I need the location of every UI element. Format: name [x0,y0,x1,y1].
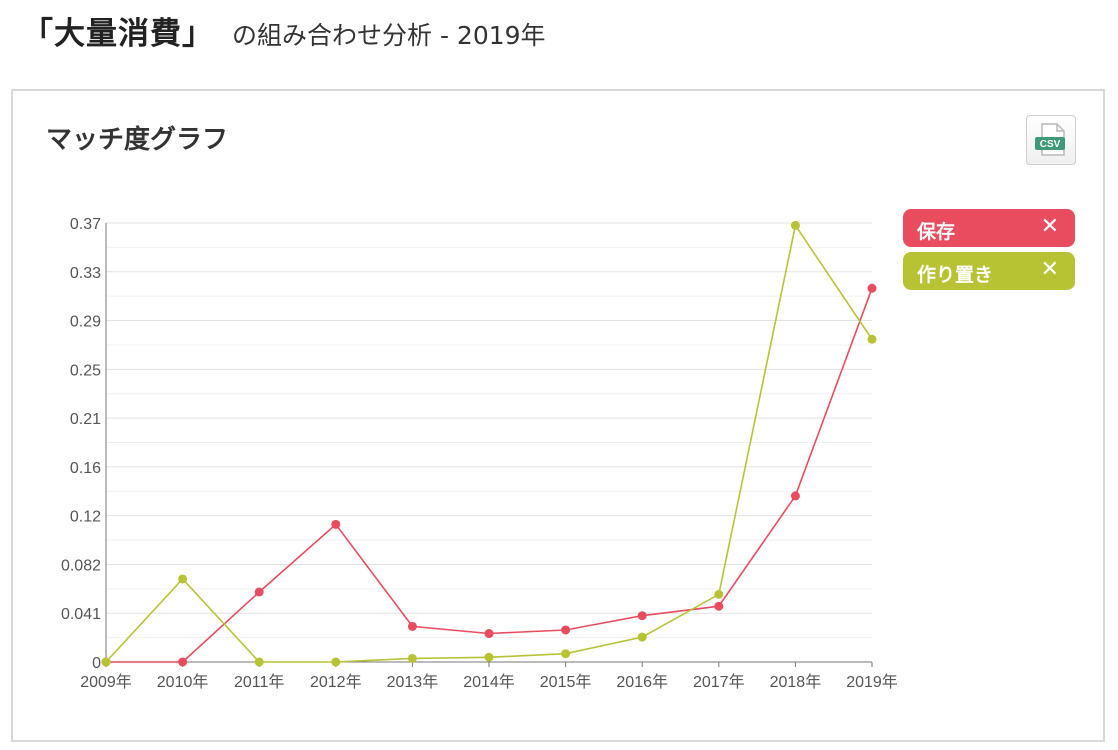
data-point-0 [561,625,571,635]
close-icon[interactable]: ✕ [1040,257,1059,282]
data-point-0 [790,491,800,501]
legend-label: 作り置き [917,264,994,286]
legend-label: 保存 [917,221,956,243]
y-tick-label: 0.041 [61,606,101,623]
x-tick-label: 2009年 [80,673,132,691]
data-point-0 [867,283,877,293]
y-tick-label: 0.16 [70,460,101,477]
x-tick-label: 2019年 [846,673,898,691]
data-point-1 [178,574,188,584]
legend-item-tsukurioki[interactable]: 作り置き ✕ [903,252,1075,290]
data-point-1 [254,657,264,667]
page-header: 「大量消費」 の組み合わせ分析 - 2019年 [22,8,546,53]
panel-title: マッチ度グラフ [46,125,229,155]
x-tick-label: 2011年 [234,673,284,691]
page-subtitle: の組み合わせ分析 - 2019年 [232,21,546,50]
y-tick-label: 0.21 [70,411,101,428]
data-point-1 [484,652,494,662]
data-point-0 [714,601,724,611]
data-point-1 [867,334,877,344]
data-point-0 [178,657,188,667]
data-point-1 [714,589,724,599]
y-tick-label: 0.33 [70,265,101,282]
legend: 保存 ✕ 作り置き ✕ [903,209,1075,295]
x-tick-label: 2013年 [387,673,439,691]
data-point-0 [407,621,417,631]
data-point-0 [254,587,264,597]
y-tick-label: 0 [92,655,101,672]
series-line-0 [106,288,873,663]
csv-label: CSV [1040,139,1061,150]
csv-file-icon: CSV [1035,123,1065,156]
data-point-1 [561,649,571,659]
data-point-1 [331,657,341,667]
y-tick-label: 0.12 [70,509,101,526]
y-tick-label: 0.082 [61,557,101,574]
y-tick-label: 0.29 [70,314,101,331]
legend-item-hozon[interactable]: 保存 ✕ [903,209,1075,247]
data-point-0 [331,519,341,529]
data-point-1 [790,220,800,230]
data-point-1 [637,632,647,642]
data-point-0 [484,629,494,639]
x-tick-label: 2017年 [693,673,745,691]
x-tick-label: 2016年 [616,673,668,691]
x-tick-label: 2018年 [770,673,822,691]
csv-download-button[interactable]: CSV [1026,115,1076,165]
x-tick-label: 2015年 [540,673,592,691]
data-point-0 [637,611,647,621]
y-tick-label: 0.37 [70,216,101,233]
data-point-1 [101,657,111,667]
series-line-1 [105,223,873,663]
y-tick-label: 0.25 [70,362,101,379]
keyword-title: 「大量消費」 [22,16,214,52]
match-graph-panel: マッチ度グラフ CSV 保存 ✕ 作り置き ✕ [11,89,1105,742]
data-point-1 [407,653,417,663]
close-icon[interactable]: ✕ [1040,214,1059,239]
x-tick-label: 2014年 [463,673,515,691]
x-tick-label: 2010年 [157,673,209,691]
x-tick-label: 2012年 [310,673,362,691]
